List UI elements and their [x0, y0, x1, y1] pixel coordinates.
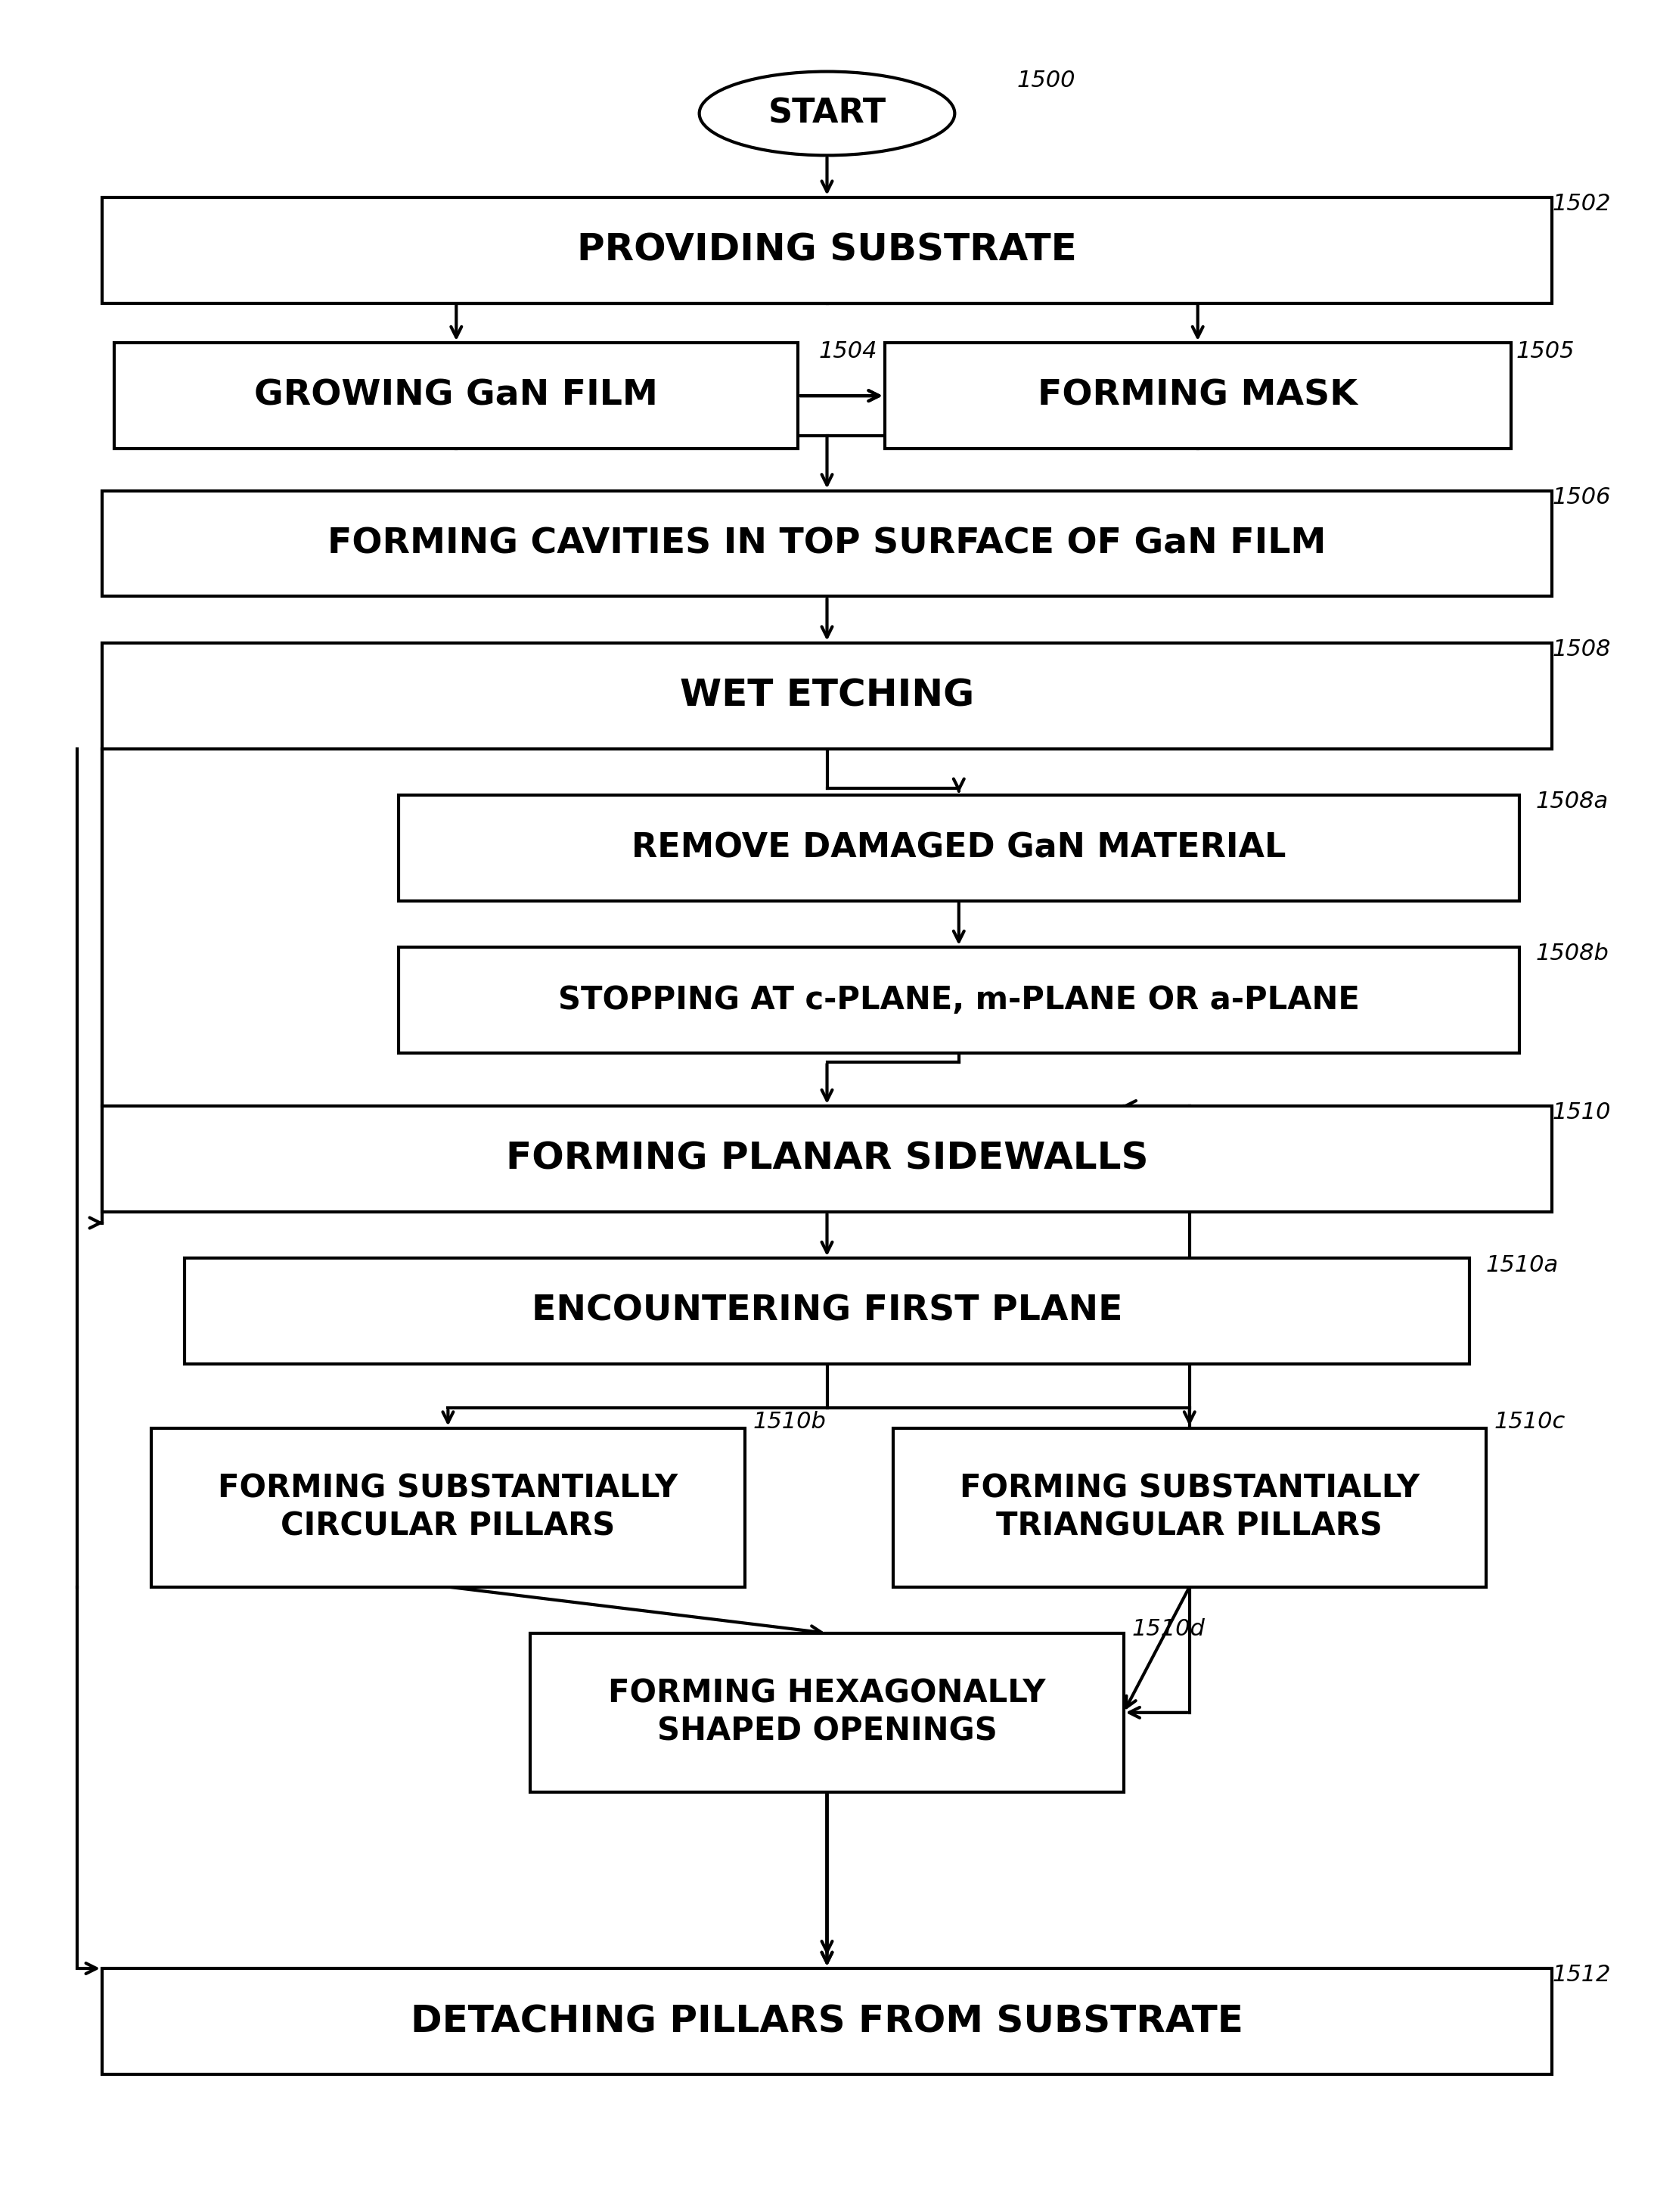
Text: FORMING CAVITIES IN TOP SURFACE OF GaN FILM: FORMING CAVITIES IN TOP SURFACE OF GaN F… — [327, 526, 1327, 560]
Text: START: START — [767, 97, 887, 131]
Text: 1510c: 1510c — [1494, 1411, 1566, 1433]
Text: 1502: 1502 — [1551, 192, 1611, 215]
FancyBboxPatch shape — [114, 343, 799, 449]
Text: GROWING GaN FILM: GROWING GaN FILM — [255, 378, 658, 414]
Text: 1508: 1508 — [1551, 639, 1611, 661]
FancyBboxPatch shape — [893, 1429, 1485, 1586]
FancyBboxPatch shape — [399, 947, 1518, 1053]
FancyBboxPatch shape — [885, 343, 1510, 449]
Text: STOPPING AT c-PLANE, m-PLANE OR a-PLANE: STOPPING AT c-PLANE, m-PLANE OR a-PLANE — [557, 984, 1360, 1015]
FancyBboxPatch shape — [103, 644, 1551, 748]
Text: 1508b: 1508b — [1535, 942, 1609, 964]
FancyBboxPatch shape — [184, 1259, 1470, 1365]
Text: 1510: 1510 — [1551, 1102, 1611, 1124]
FancyBboxPatch shape — [399, 794, 1518, 900]
Ellipse shape — [700, 71, 954, 155]
Text: 1505: 1505 — [1515, 341, 1575, 363]
Text: FORMING SUBSTANTIALLY
CIRCULAR PILLARS: FORMING SUBSTANTIALLY CIRCULAR PILLARS — [218, 1473, 678, 1542]
Text: 1500: 1500 — [1017, 69, 1075, 91]
FancyBboxPatch shape — [103, 1106, 1551, 1212]
Text: DETACHING PILLARS FROM SUBSTRATE: DETACHING PILLARS FROM SUBSTRATE — [410, 2004, 1244, 2039]
Text: 1512: 1512 — [1551, 1964, 1611, 1986]
Text: WET ETCHING: WET ETCHING — [680, 677, 974, 714]
FancyBboxPatch shape — [531, 1632, 1123, 1792]
Text: 1506: 1506 — [1551, 487, 1611, 509]
Text: 1510a: 1510a — [1485, 1254, 1558, 1276]
Text: 1504: 1504 — [819, 341, 877, 363]
FancyBboxPatch shape — [103, 1969, 1551, 2075]
FancyBboxPatch shape — [152, 1429, 744, 1586]
Text: 1508a: 1508a — [1535, 790, 1608, 812]
Text: ENCOUNTERING FIRST PLANE: ENCOUNTERING FIRST PLANE — [531, 1294, 1123, 1327]
Text: REMOVE DAMAGED GaN MATERIAL: REMOVE DAMAGED GaN MATERIAL — [632, 832, 1287, 865]
Text: FORMING PLANAR SIDEWALLS: FORMING PLANAR SIDEWALLS — [506, 1141, 1148, 1177]
FancyBboxPatch shape — [103, 197, 1551, 303]
Text: FORMING SUBSTANTIALLY
TRIANGULAR PILLARS: FORMING SUBSTANTIALLY TRIANGULAR PILLARS — [959, 1473, 1419, 1542]
Text: 1510b: 1510b — [753, 1411, 825, 1433]
Text: FORMING HEXAGONALLY
SHAPED OPENINGS: FORMING HEXAGONALLY SHAPED OPENINGS — [609, 1677, 1045, 1747]
Text: FORMING MASK: FORMING MASK — [1037, 378, 1358, 414]
Text: 1510d: 1510d — [1131, 1617, 1206, 1639]
Text: PROVIDING SUBSTRATE: PROVIDING SUBSTRATE — [577, 232, 1077, 268]
FancyBboxPatch shape — [103, 491, 1551, 597]
